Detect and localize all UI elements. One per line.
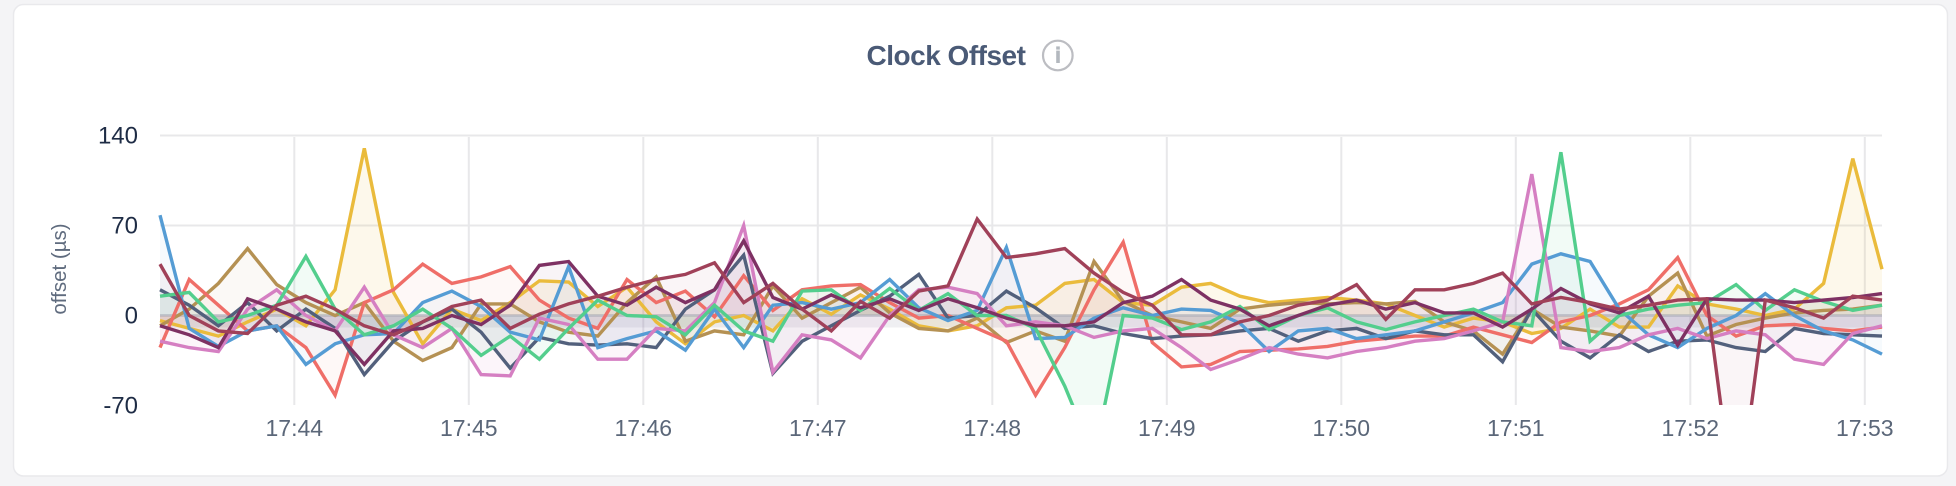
svg-text:0: 0 [125, 303, 138, 330]
svg-text:17:51: 17:51 [1487, 415, 1545, 441]
svg-text:17:48: 17:48 [964, 415, 1022, 441]
svg-text:17:45: 17:45 [440, 415, 498, 441]
svg-text:17:50: 17:50 [1313, 415, 1371, 441]
svg-text:-70: -70 [103, 393, 138, 420]
svg-text:17:49: 17:49 [1138, 415, 1196, 441]
svg-text:140: 140 [98, 123, 138, 150]
svg-text:17:53: 17:53 [1836, 415, 1894, 441]
svg-text:17:46: 17:46 [615, 415, 673, 441]
svg-text:17:52: 17:52 [1662, 415, 1720, 441]
svg-text:70: 70 [111, 213, 138, 240]
svg-text:Clock Offset: Clock Offset [867, 40, 1026, 71]
svg-text:17:47: 17:47 [789, 415, 847, 441]
svg-text:17:44: 17:44 [266, 415, 324, 441]
svg-text:offset (µs): offset (µs) [48, 223, 71, 314]
